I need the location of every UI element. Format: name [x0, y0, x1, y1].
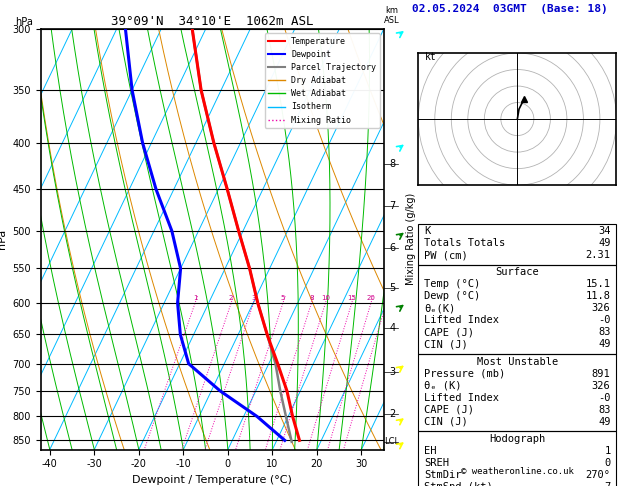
Bar: [418, 354, 616, 431]
Text: 34: 34: [598, 226, 611, 236]
Text: 0: 0: [604, 458, 611, 468]
Text: Surface: Surface: [496, 267, 539, 277]
Bar: [418, 265, 616, 354]
Text: StmSpd (kt): StmSpd (kt): [424, 482, 493, 486]
Text: Mixing Ratio (g/kg): Mixing Ratio (g/kg): [406, 193, 416, 285]
Text: 7: 7: [389, 201, 395, 211]
Text: θₑ (K): θₑ (K): [424, 381, 462, 391]
Text: StmDir: StmDir: [424, 470, 462, 480]
Text: Totals Totals: Totals Totals: [424, 238, 506, 248]
Text: 49: 49: [598, 417, 611, 427]
Text: SREH: SREH: [424, 458, 449, 468]
Text: 8: 8: [309, 295, 314, 301]
Bar: [418, 224, 616, 265]
Text: 1: 1: [193, 295, 198, 301]
Text: Temp (°C): Temp (°C): [424, 279, 481, 289]
Text: Dewp (°C): Dewp (°C): [424, 291, 481, 301]
Text: K: K: [424, 226, 430, 236]
Text: -0: -0: [598, 315, 611, 326]
Text: -0: -0: [598, 393, 611, 402]
Text: PW (cm): PW (cm): [424, 250, 468, 260]
Text: hPa: hPa: [15, 17, 33, 27]
Text: 326: 326: [592, 303, 611, 313]
Text: 891: 891: [592, 368, 611, 379]
Text: Lifted Index: Lifted Index: [424, 315, 499, 326]
Text: 2: 2: [389, 409, 395, 419]
Text: 270°: 270°: [586, 470, 611, 480]
Text: 7: 7: [604, 482, 611, 486]
Text: 11.8: 11.8: [586, 291, 611, 301]
Text: 2.31: 2.31: [586, 250, 611, 260]
Text: 1: 1: [604, 446, 611, 456]
Text: 83: 83: [598, 405, 611, 415]
Text: © weatheronline.co.uk: © weatheronline.co.uk: [461, 467, 574, 476]
Text: 8: 8: [389, 159, 395, 169]
Text: Pressure (mb): Pressure (mb): [424, 368, 506, 379]
Text: Lifted Index: Lifted Index: [424, 393, 499, 402]
Text: 10: 10: [321, 295, 330, 301]
Text: 20: 20: [367, 295, 376, 301]
Text: Most Unstable: Most Unstable: [477, 357, 558, 366]
Text: LCL: LCL: [384, 437, 400, 446]
Text: 49: 49: [598, 238, 611, 248]
Text: 5: 5: [389, 283, 395, 293]
Y-axis label: hPa: hPa: [0, 229, 7, 249]
Text: CAPE (J): CAPE (J): [424, 328, 474, 337]
Text: EH: EH: [424, 446, 437, 456]
Text: θₑ(K): θₑ(K): [424, 303, 455, 313]
X-axis label: Dewpoint / Temperature (°C): Dewpoint / Temperature (°C): [132, 475, 292, 485]
Text: 2: 2: [229, 295, 233, 301]
Text: 6: 6: [389, 243, 395, 253]
Text: 15: 15: [347, 295, 356, 301]
Text: 83: 83: [598, 328, 611, 337]
Text: Hodograph: Hodograph: [489, 434, 545, 444]
Text: CIN (J): CIN (J): [424, 339, 468, 349]
Text: 49: 49: [598, 339, 611, 349]
Title: 39°09'N  34°10'E  1062m ASL: 39°09'N 34°10'E 1062m ASL: [111, 15, 313, 28]
Legend: Temperature, Dewpoint, Parcel Trajectory, Dry Adiabat, Wet Adiabat, Isotherm, Mi: Temperature, Dewpoint, Parcel Trajectory…: [265, 34, 379, 128]
Text: 5: 5: [281, 295, 285, 301]
Text: 4: 4: [389, 323, 395, 333]
Text: 02.05.2024  03GMT  (Base: 18): 02.05.2024 03GMT (Base: 18): [412, 4, 608, 14]
Text: kt: kt: [425, 52, 437, 62]
Text: CIN (J): CIN (J): [424, 417, 468, 427]
Text: km
ASL: km ASL: [384, 5, 400, 25]
Text: 3: 3: [251, 295, 256, 301]
Text: 15.1: 15.1: [586, 279, 611, 289]
Bar: [418, 431, 616, 486]
Text: CAPE (J): CAPE (J): [424, 405, 474, 415]
Text: 326: 326: [592, 381, 611, 391]
Text: 3: 3: [389, 367, 395, 377]
